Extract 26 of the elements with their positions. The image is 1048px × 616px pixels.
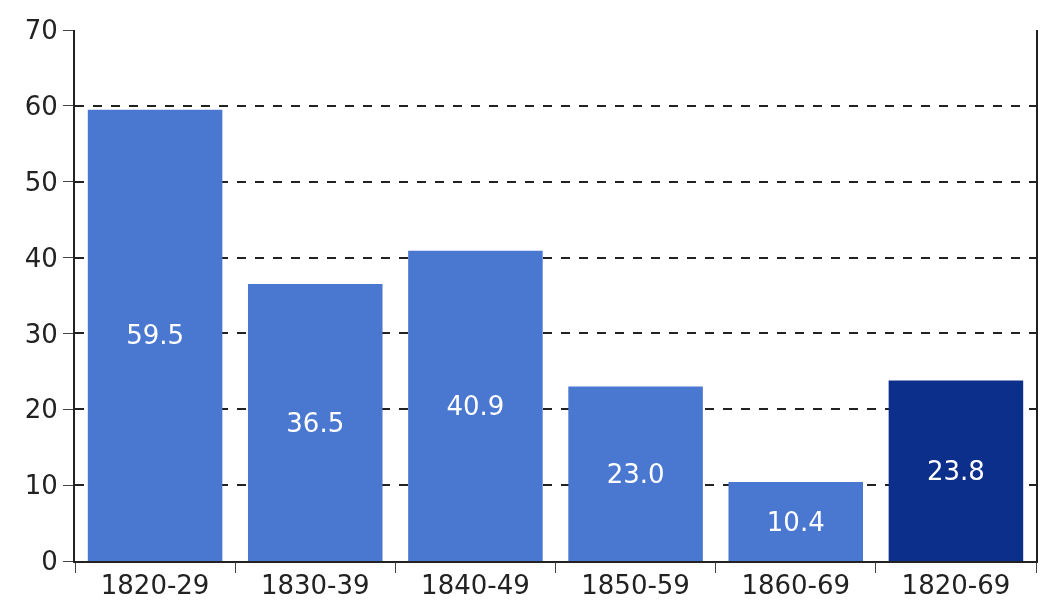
bar — [728, 482, 864, 561]
bar — [408, 250, 543, 561]
bar — [247, 284, 383, 561]
bar — [568, 386, 703, 561]
x-tick-label: 1850-59 — [581, 570, 690, 601]
data-label: 23.8 — [926, 455, 985, 486]
y-tick-label: 30 — [24, 318, 58, 349]
data-label: 36.5 — [286, 407, 345, 438]
y-tick-label: 70 — [24, 15, 58, 46]
y-tick-label: 50 — [24, 166, 58, 197]
data-label: 10.4 — [766, 506, 825, 537]
bar — [87, 109, 223, 561]
x-tick-label: 1820-29 — [100, 570, 210, 601]
bar — [888, 380, 1024, 561]
y-tick-label: 10 — [24, 470, 58, 501]
data-label: 23.0 — [606, 458, 665, 489]
x-tick-label: 1830-39 — [260, 570, 370, 601]
x-tick-label: 1820-69 — [901, 570, 1011, 601]
y-tick-label: 0 — [41, 546, 58, 577]
x-tick-label: 1860-69 — [741, 570, 851, 601]
x-tick-label: 1840-49 — [421, 570, 530, 601]
y-tick-label: 40 — [24, 242, 58, 273]
data-label: 59.5 — [126, 320, 185, 351]
y-tick-label: 20 — [24, 394, 58, 425]
y-tick-label: 60 — [24, 90, 58, 121]
data-label: 40.9 — [446, 390, 505, 421]
